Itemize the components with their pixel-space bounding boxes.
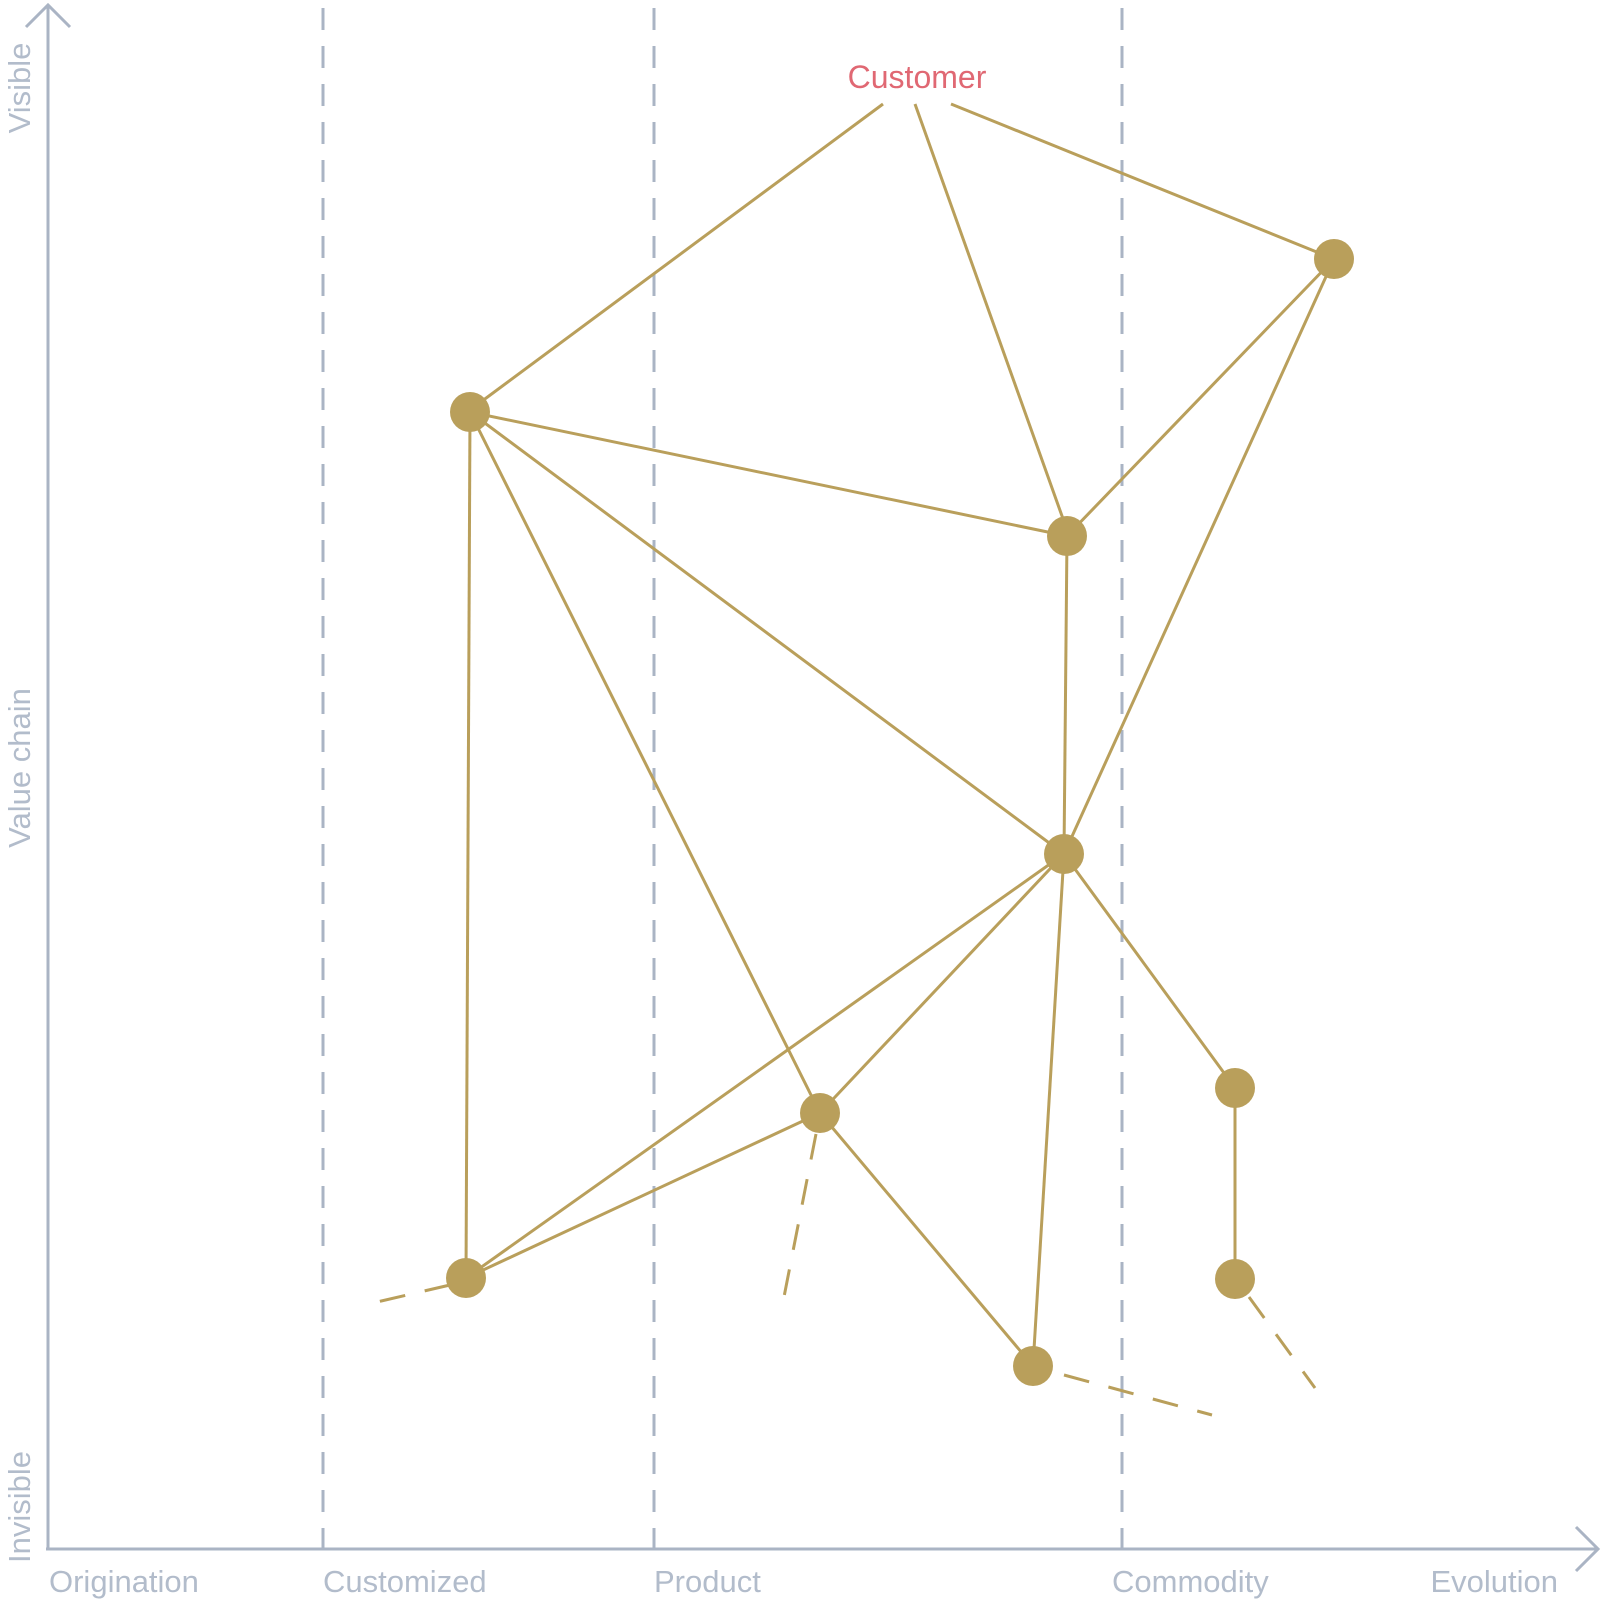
x-axis-arrowhead xyxy=(1574,1525,1601,1573)
stage-label-product: Product xyxy=(654,1564,761,1599)
stage-label-origination: Origination xyxy=(49,1564,199,1599)
link-c-d xyxy=(1062,535,1069,855)
link-b-c xyxy=(1065,257,1336,538)
dependency-links xyxy=(464,102,1336,1367)
link-b-d xyxy=(1062,258,1336,855)
link-f-g xyxy=(465,1111,821,1280)
link-d-e xyxy=(1062,853,1237,1089)
evolution-link-i xyxy=(1247,1296,1317,1389)
component-node-e[interactable] xyxy=(1215,1068,1255,1108)
component-node-c[interactable] xyxy=(1047,516,1087,556)
component-node-d[interactable] xyxy=(1044,834,1084,874)
link-a-f xyxy=(468,411,822,1114)
component-node-b[interactable] xyxy=(1314,239,1354,279)
evolution-link-g xyxy=(363,1283,451,1307)
stage-label-customized: Customized xyxy=(323,1564,487,1599)
link-f-h xyxy=(818,1112,1035,1367)
y-axis-title: Value chain xyxy=(2,688,37,848)
y-axis-bottom-label: Invisible xyxy=(2,1451,37,1563)
component-node-a[interactable] xyxy=(450,392,490,432)
customer-anchor-label[interactable]: Customer xyxy=(848,59,987,95)
link-d-h xyxy=(1031,853,1066,1367)
y-axis-top-label: Visible xyxy=(2,43,37,134)
link-a-d xyxy=(469,410,1065,856)
stage-label-commodity: Commodity xyxy=(1112,1564,1269,1599)
link-customer-component-b xyxy=(950,102,1335,261)
link-a-g xyxy=(464,411,472,1279)
link-d-f xyxy=(818,852,1066,1115)
link-d-g xyxy=(465,852,1065,1280)
evolution-link-f xyxy=(781,1133,818,1303)
component-node-g[interactable] xyxy=(446,1258,486,1298)
x-axis-title: Evolution xyxy=(1430,1564,1558,1599)
link-customer-component-a xyxy=(469,102,884,412)
link-a-c xyxy=(469,410,1068,538)
y-axis-arrowhead xyxy=(24,2,72,29)
component-node-i[interactable] xyxy=(1215,1259,1255,1299)
link-customer-component-c xyxy=(913,103,1069,531)
components xyxy=(446,239,1354,1386)
evolution-link-h xyxy=(1063,1373,1213,1417)
evolution-links xyxy=(363,1133,1317,1417)
component-node-h[interactable] xyxy=(1013,1346,1053,1386)
component-node-f[interactable] xyxy=(800,1093,840,1133)
